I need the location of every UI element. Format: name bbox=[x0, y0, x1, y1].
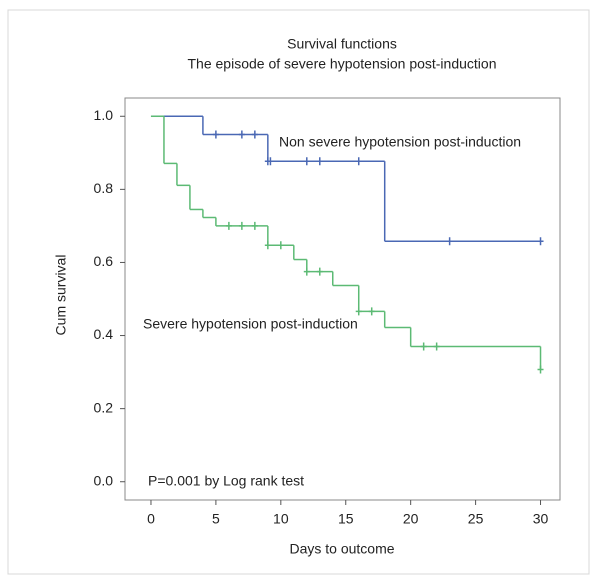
censor-mark bbox=[267, 157, 274, 166]
censor-mark bbox=[368, 307, 375, 316]
censor-mark bbox=[420, 342, 427, 351]
x-tick-label: 30 bbox=[533, 511, 549, 527]
y-tick-label: 0.4 bbox=[94, 326, 114, 342]
y-tick-label: 0.0 bbox=[94, 472, 114, 488]
censor-mark bbox=[355, 307, 362, 316]
censor-mark bbox=[238, 221, 245, 230]
chart-title: Survival functions bbox=[287, 36, 397, 52]
censor-mark bbox=[537, 365, 544, 374]
outer-border bbox=[7, 9, 590, 575]
censor-mark bbox=[251, 130, 258, 139]
censor-mark bbox=[303, 157, 310, 166]
x-tick-label: 5 bbox=[212, 511, 220, 527]
x-tick-label: 15 bbox=[338, 511, 354, 527]
x-tick-label: 25 bbox=[468, 511, 484, 527]
censor-mark bbox=[251, 221, 258, 230]
chart-subtitle: The episode of severe hypotension post-i… bbox=[188, 56, 497, 72]
x-tick-label: 20 bbox=[403, 511, 419, 527]
censor-mark bbox=[303, 267, 310, 276]
x-axis-label: Days to outcome bbox=[289, 541, 394, 557]
plot-frame bbox=[124, 97, 561, 501]
y-tick-label: 0.2 bbox=[94, 399, 114, 415]
y-tick-label: 0.6 bbox=[94, 253, 114, 269]
series-label: Severe hypotension post-induction bbox=[143, 316, 358, 332]
censor-mark bbox=[238, 130, 245, 139]
censor-mark bbox=[212, 130, 219, 139]
censor-mark bbox=[446, 237, 453, 246]
y-axis-label: Cum survival bbox=[53, 255, 69, 336]
censor-mark bbox=[433, 342, 440, 351]
censor-mark bbox=[225, 221, 232, 230]
censor-mark bbox=[537, 237, 544, 246]
censor-mark bbox=[316, 157, 323, 166]
censor-mark bbox=[355, 157, 362, 166]
censor-mark bbox=[316, 267, 323, 276]
annotation: P=0.001 by Log rank test bbox=[148, 473, 304, 489]
y-tick-label: 1.0 bbox=[94, 107, 114, 123]
censor-mark bbox=[277, 241, 284, 250]
x-tick-label: 10 bbox=[273, 511, 289, 527]
x-tick-label: 0 bbox=[147, 511, 155, 527]
censor-mark bbox=[264, 241, 271, 250]
y-tick-label: 0.8 bbox=[94, 180, 114, 196]
series-label: Non severe hypotension post-induction bbox=[279, 134, 521, 150]
